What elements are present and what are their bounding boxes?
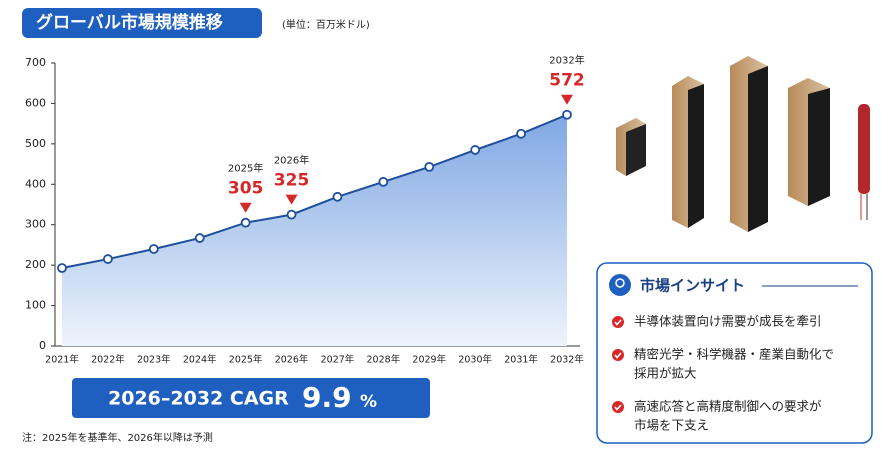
value-year: 2032年	[549, 54, 584, 67]
marker	[286, 209, 297, 220]
cagr-unit: %	[360, 392, 377, 412]
product-image	[616, 56, 870, 232]
x-tick-label: 2022年	[91, 354, 125, 366]
y-tick-label: 600	[25, 96, 46, 109]
cagr-value: 9.9	[302, 381, 352, 414]
marker	[194, 233, 205, 243]
cagr-label: 2026–2032 CAGR	[108, 388, 289, 410]
y-tick-label: 700	[25, 56, 46, 69]
bullet	[612, 349, 624, 361]
x-tick-label: 2023年	[137, 354, 171, 366]
marker	[470, 145, 481, 155]
x-tick-label: 2032年	[550, 354, 584, 366]
chart-title: グローバル市場規模推移	[36, 12, 223, 33]
marker	[103, 254, 113, 264]
line	[61, 113, 568, 269]
insight-item: 市場を下支え	[634, 418, 709, 433]
bullet	[612, 316, 624, 328]
pointer	[285, 194, 298, 205]
y-tick-label: 100	[25, 299, 46, 312]
marker	[148, 244, 159, 254]
subtitle: (単位：百万米ドル)	[282, 18, 370, 31]
value-label: 572	[549, 71, 585, 91]
y-tick-label: 500	[25, 137, 46, 150]
cagr-box	[72, 378, 430, 418]
value-year: 2025年	[228, 162, 263, 175]
pointer	[561, 94, 573, 105]
x-tick-label: 2028年	[367, 354, 401, 366]
value-label: 305	[228, 179, 264, 199]
y-tick-label: 0	[39, 339, 46, 352]
x-tick-label: 2025年	[229, 354, 263, 366]
insight-item: 採用が拡大	[634, 366, 697, 381]
bullet-check	[614, 404, 622, 411]
x-tick-label: 2030年	[458, 354, 492, 366]
insight-item: 半導体装置向け需要が成長を牽引	[634, 314, 822, 329]
title-badge	[22, 8, 262, 38]
x-tick-label: 2026年	[275, 354, 309, 366]
x-tick-label: 2024年	[183, 354, 217, 366]
pointer	[239, 202, 252, 213]
y-tick-label: 300	[25, 218, 46, 231]
y-tick-label: 200	[25, 258, 46, 271]
marker	[240, 217, 251, 228]
value-label: 325	[274, 171, 310, 191]
value-year: 2026年	[274, 154, 309, 167]
x-tick-label: 2021年	[45, 354, 79, 366]
x-tick-label: 2031年	[504, 354, 538, 366]
x-tick-label: 2027年	[321, 354, 355, 366]
insight-icon	[609, 274, 631, 296]
x-tick-label: 2029年	[412, 354, 446, 366]
bullet-check	[614, 319, 622, 326]
bullet	[612, 401, 624, 413]
marker	[516, 128, 526, 139]
marker	[57, 263, 67, 273]
insight-icon-bulb	[615, 278, 625, 288]
insight-item: 精密光学・科学機器・産業自動化で	[634, 347, 834, 362]
note: 注：2025年を基準年、2026年以降は予測	[22, 431, 213, 444]
marker	[332, 191, 343, 202]
area	[62, 114, 567, 347]
marker	[562, 109, 572, 120]
bullet-check	[614, 352, 622, 359]
marker	[424, 162, 435, 172]
insight-title: 市場インサイト	[640, 277, 745, 295]
y-tick-label: 400	[25, 177, 46, 190]
insight-box	[596, 262, 873, 444]
insight-item: 高速応答と高精度制御への要求が	[634, 399, 822, 414]
marker	[378, 176, 389, 187]
